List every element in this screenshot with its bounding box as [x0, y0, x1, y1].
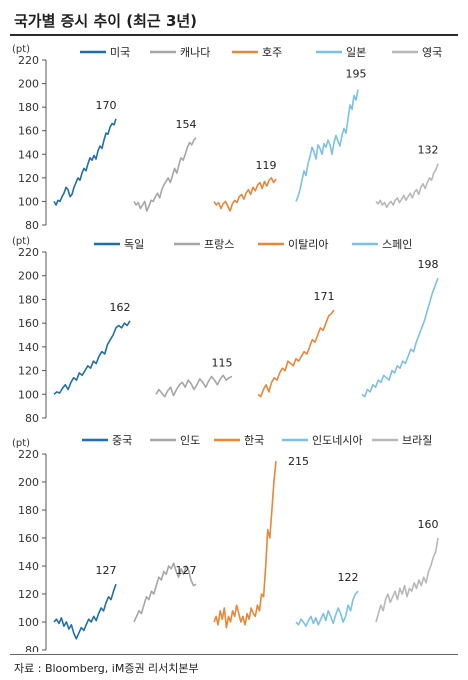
legend-label: 인도 [180, 434, 200, 447]
data-label-end: 132 [418, 144, 439, 157]
legend-label: 스페인 [382, 238, 412, 251]
y-tick-label: 220 [18, 246, 39, 259]
y-tick-label: 180 [18, 293, 39, 306]
data-label-end: 115 [212, 357, 233, 370]
data-label-end: 119 [256, 159, 277, 172]
y-tick-label: 120 [18, 365, 39, 378]
y-tick-label: 140 [18, 560, 39, 573]
y-tick-label: 200 [18, 476, 39, 489]
data-label-end: 154 [176, 118, 197, 131]
legend-label: 영국 [422, 46, 442, 59]
source-note: 자료 : Bloomberg, iM증권 리서치본부 [14, 662, 199, 675]
y-tick-label: 80 [25, 644, 39, 652]
data-label-end: 195 [346, 67, 367, 80]
chart-panel-3: (pt) 80 100 120 140 160 180 200 220 중국 인도 한국 인도네시아 브라… [0, 428, 468, 652]
legend-label: 중국 [112, 434, 132, 447]
y-axis-unit-label: (pt) [12, 44, 30, 55]
chart-panel-1: (pt) 80 100 120 140 160 180 200 220 미국 캐나다 호주 일본 영국 17… [0, 38, 468, 234]
y-tick-label: 100 [18, 388, 39, 401]
series-line [133, 562, 197, 623]
series-line [295, 89, 359, 202]
series-line [361, 277, 439, 398]
y-tick-label: 220 [18, 448, 39, 461]
legend-label: 브라질 [402, 434, 432, 447]
legend-label: 한국 [244, 434, 264, 447]
y-tick-label: 160 [18, 125, 39, 138]
data-label-end: 127 [96, 564, 117, 577]
data-label-end: 171 [314, 290, 335, 303]
chart-1-svg: (pt) 80 100 120 140 160 180 200 220 미국 캐나다 호주 일본 영국 17… [12, 44, 442, 232]
y-tick-label: 100 [18, 195, 39, 208]
series-line [155, 374, 233, 398]
data-label-end: 170 [96, 99, 117, 112]
series-line [53, 583, 117, 640]
legend-label: 인도네시아 [312, 434, 363, 447]
series-line [53, 320, 131, 395]
y-tick-label: 200 [18, 78, 39, 91]
y-tick-label: 220 [18, 54, 39, 67]
legend-label: 호주 [262, 46, 282, 59]
y-tick-label: 200 [18, 270, 39, 283]
chart-panel-2: (pt) 80 100 120 140 160 180 200 220 독일 프랑스 이탈리아 스페인 1… [0, 232, 468, 428]
y-axis-unit-label: (pt) [12, 438, 30, 449]
data-label-end: 198 [418, 258, 439, 271]
series-line [375, 537, 439, 623]
y-tick-label: 180 [18, 504, 39, 517]
chart-2-svg: (pt) 80 100 120 140 160 180 200 220 독일 프랑스 이탈리아 스페인 1… [12, 236, 439, 425]
data-label-end: 122 [338, 571, 359, 584]
legend-label: 이탈리아 [288, 238, 328, 251]
y-tick-label: 140 [18, 341, 39, 354]
legend-label: 캐나다 [180, 46, 210, 59]
page-title: 국가별 증시 추이 (최근 3년) [14, 12, 198, 30]
series-line [375, 163, 439, 209]
y-tick-label: 80 [25, 219, 39, 232]
series-line [257, 309, 335, 398]
series-line [133, 137, 197, 212]
y-axis-unit-label: (pt) [12, 236, 30, 247]
y-tick-label: 160 [18, 317, 39, 330]
series-line [53, 118, 117, 206]
series-line [213, 460, 277, 629]
data-label-end: 127 [176, 564, 197, 577]
legend-label: 프랑스 [204, 238, 234, 251]
y-tick-label: 80 [25, 412, 39, 425]
data-label-end: 215 [288, 455, 309, 468]
y-tick-label: 100 [18, 616, 39, 629]
y-tick-label: 180 [18, 101, 39, 114]
y-tick-label: 160 [18, 532, 39, 545]
title-divider [10, 34, 458, 36]
legend-label: 일본 [346, 45, 366, 59]
y-tick-label: 120 [18, 588, 39, 601]
series-line [213, 177, 277, 212]
legend-label: 독일 [124, 237, 144, 251]
legend-label: 미국 [110, 46, 130, 59]
series-line [295, 590, 359, 627]
y-tick-label: 120 [18, 172, 39, 185]
data-label-end: 160 [418, 518, 439, 531]
data-label-end: 162 [110, 301, 131, 314]
y-tick-label: 140 [18, 148, 39, 161]
footer-divider [10, 654, 458, 655]
chart-3-svg: (pt) 80 100 120 140 160 180 200 220 중국 인도 한국 인도네시아 브라… [12, 434, 439, 652]
